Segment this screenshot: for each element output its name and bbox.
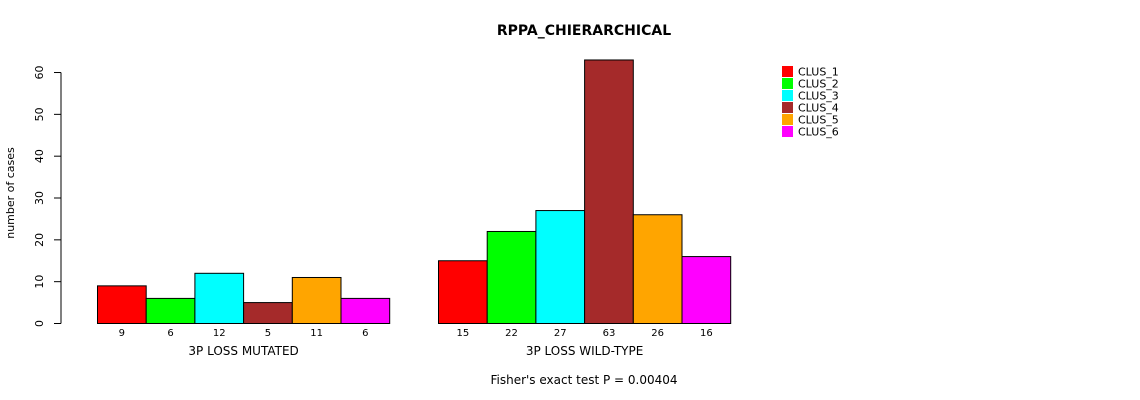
bar-clus-6-group-1 [340, 297, 391, 325]
y-tick-label: 20 [33, 233, 46, 247]
bar-clus-3-group-2 [535, 210, 586, 325]
group-labels: 3P LOSS MUTATED 3P LOSS WILD-TYPE [188, 344, 643, 358]
bar-clus-2-group-1 [145, 297, 196, 325]
legend-swatch [782, 66, 793, 77]
bar-clus-5-group-2 [632, 214, 683, 325]
legend-label: CLUS_2 [798, 78, 839, 91]
fisher-test-footer: Fisher's exact test P = 0.00404 [490, 373, 677, 387]
legend-label: CLUS_4 [798, 102, 839, 115]
bar-count-label: 15 [456, 328, 469, 339]
bar-count-label: 22 [505, 328, 518, 339]
bar-count-labels: 9 6 12 5 11 6 15 22 27 63 26 16 [119, 328, 713, 339]
bar-count-label: 6 [362, 328, 368, 339]
bar-clus-4-group-1 [243, 302, 293, 324]
legend-label: CLUS_6 [798, 126, 839, 139]
y-axis-label: number of cases [4, 147, 17, 239]
chart-title: RPPA_CHIERARCHICAL [497, 23, 671, 39]
bar-clus-1-group-2 [438, 260, 488, 325]
legend-swatch [782, 114, 793, 125]
y-tick-label: 30 [33, 191, 46, 205]
y-tick-label: 50 [33, 107, 46, 121]
y-tick-label: 60 [33, 66, 46, 80]
legend-swatch [782, 102, 793, 113]
bar-count-label: 9 [119, 328, 125, 339]
bar-clus-3-group-1 [194, 272, 245, 324]
bar-clus-2-group-2 [486, 230, 537, 324]
legend-label: CLUS_5 [798, 114, 839, 127]
legend-swatch [782, 126, 793, 137]
bars [97, 59, 732, 325]
bar-count-label: 63 [603, 328, 616, 339]
bar-clus-6-group-2 [681, 256, 732, 324]
bar-count-label: 27 [554, 328, 567, 339]
bar-count-label: 16 [700, 328, 713, 339]
y-tick-label: 40 [33, 149, 46, 163]
group-label: 3P LOSS WILD-TYPE [526, 344, 643, 358]
bar-clus-1-group-1 [97, 285, 147, 324]
bar-clus-4-group-2 [584, 59, 634, 324]
legend-swatch [782, 78, 793, 89]
bar-count-label: 5 [265, 328, 271, 339]
legend-label: CLUS_3 [798, 90, 839, 103]
bar-clus-5-group-1 [291, 276, 342, 324]
legend-label: CLUS_1 [798, 66, 839, 79]
legend-swatch [782, 90, 793, 101]
bar-count-label: 11 [310, 328, 323, 339]
bar-count-label: 12 [213, 328, 226, 339]
bar-count-label: 6 [167, 328, 173, 339]
bar-count-label: 26 [651, 328, 664, 339]
y-tick-label: 0 [33, 320, 46, 327]
group-label: 3P LOSS MUTATED [188, 344, 298, 358]
y-tick-label: 10 [33, 275, 46, 289]
y-axis: 0 10 20 30 40 50 60 [33, 66, 62, 327]
